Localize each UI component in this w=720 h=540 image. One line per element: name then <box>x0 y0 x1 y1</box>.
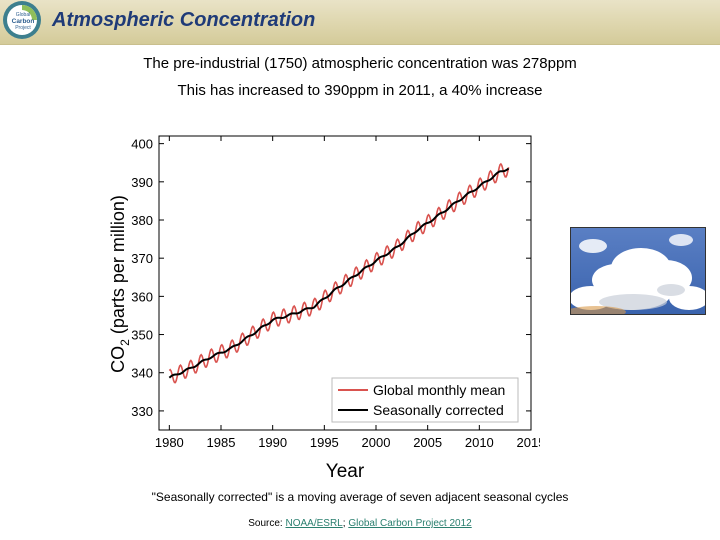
legend-box <box>331 377 519 423</box>
y-tick-label: 340 <box>131 366 153 381</box>
legend: Global monthly mean Seasonally corrected <box>331 377 519 423</box>
y-tick-label: 370 <box>131 251 153 266</box>
title-bar: Global Carbon Project Atmospheric Concen… <box>0 0 720 45</box>
logo-text-3: Project <box>15 25 31 31</box>
source-line: Source: NOAA/ESRL; Global Carbon Project… <box>0 518 720 529</box>
x-axis: 1980 1985 1990 1995 2000 2005 2010 2015 <box>155 136 540 450</box>
logo-text-1: Global <box>16 12 30 18</box>
subtitle-line-2: This has increased to 390ppm in 2011, a … <box>177 82 543 99</box>
x-tick-label: 1995 <box>310 435 339 450</box>
legend-label-corrected: Seasonally corrected <box>373 402 504 418</box>
y-tick-label: 380 <box>131 213 153 228</box>
x-tick-label: 2005 <box>413 435 442 450</box>
y-tick-label: 400 <box>131 137 153 152</box>
co2-concentration-chart: 330 340 350 360 370 380 390 400 1980 1985 1990 199… <box>108 135 540 482</box>
series-seasonally-corrected <box>168 167 510 379</box>
y-axis-label-rest: (parts per million) <box>108 195 128 339</box>
series-global-monthly-mean <box>168 162 510 384</box>
x-tick-label: 1985 <box>207 435 236 450</box>
y-tick-label: 330 <box>131 404 153 419</box>
y-axis-label-subscript: 2 <box>118 339 132 346</box>
x-tick-label: 1990 <box>258 435 287 450</box>
x-axis-label: Year <box>326 461 365 482</box>
y-axis-label: CO2 (parts per million) <box>108 195 132 373</box>
source-separator: ; <box>342 518 349 529</box>
source-link-noaa[interactable]: NOAA/ESRL <box>285 518 343 529</box>
x-tick-label: 2010 <box>465 435 494 450</box>
x-tick-label: 2000 <box>362 435 391 450</box>
x-tick-label: 2015 <box>517 435 540 450</box>
y-axis-label-main: CO <box>108 346 128 373</box>
y-tick-label: 390 <box>131 175 153 190</box>
y-tick-label: 360 <box>131 289 153 304</box>
cloud-photo <box>570 227 706 315</box>
y-axis: 330 340 350 360 370 380 390 400 <box>131 137 531 419</box>
global-carbon-project-logo: Global Carbon Project <box>3 1 41 39</box>
page-title: Atmospheric Concentration <box>52 9 316 31</box>
seasonal-note: "Seasonally corrected" is a moving avera… <box>151 490 569 504</box>
subtitle-line-1: The pre-industrial (1750) atmospheric co… <box>143 55 577 72</box>
y-tick-label: 350 <box>131 328 153 343</box>
legend-label-monthly: Global monthly mean <box>373 382 505 398</box>
logo-text-2: Carbon <box>12 18 35 25</box>
source-label: Source: <box>248 518 286 529</box>
series-layer <box>168 162 510 384</box>
x-tick-label: 1980 <box>155 435 184 450</box>
source-link-gcp[interactable]: Global Carbon Project 2012 <box>348 518 472 529</box>
